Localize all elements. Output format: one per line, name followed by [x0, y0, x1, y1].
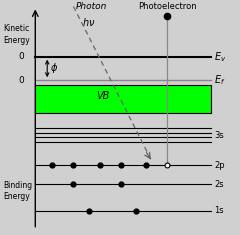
- Text: VB: VB: [97, 91, 110, 102]
- Bar: [35, 85, 211, 113]
- Text: 2p: 2p: [214, 161, 225, 170]
- Text: $E_v$: $E_v$: [214, 50, 227, 64]
- Text: Kinetic
Energy: Kinetic Energy: [3, 24, 30, 45]
- Text: 2s: 2s: [214, 180, 224, 188]
- Text: 0: 0: [19, 76, 24, 85]
- Text: $\phi$: $\phi$: [50, 61, 58, 75]
- Text: Binding
Energy: Binding Energy: [3, 181, 32, 201]
- Text: $E_f$: $E_f$: [214, 73, 226, 87]
- Text: Photoelectron: Photoelectron: [138, 2, 197, 11]
- Text: $h\nu$: $h\nu$: [82, 16, 95, 28]
- Text: Photon: Photon: [76, 2, 107, 11]
- Text: 3s: 3s: [214, 130, 224, 140]
- Text: 0: 0: [19, 52, 24, 61]
- Text: 1s: 1s: [214, 206, 224, 215]
